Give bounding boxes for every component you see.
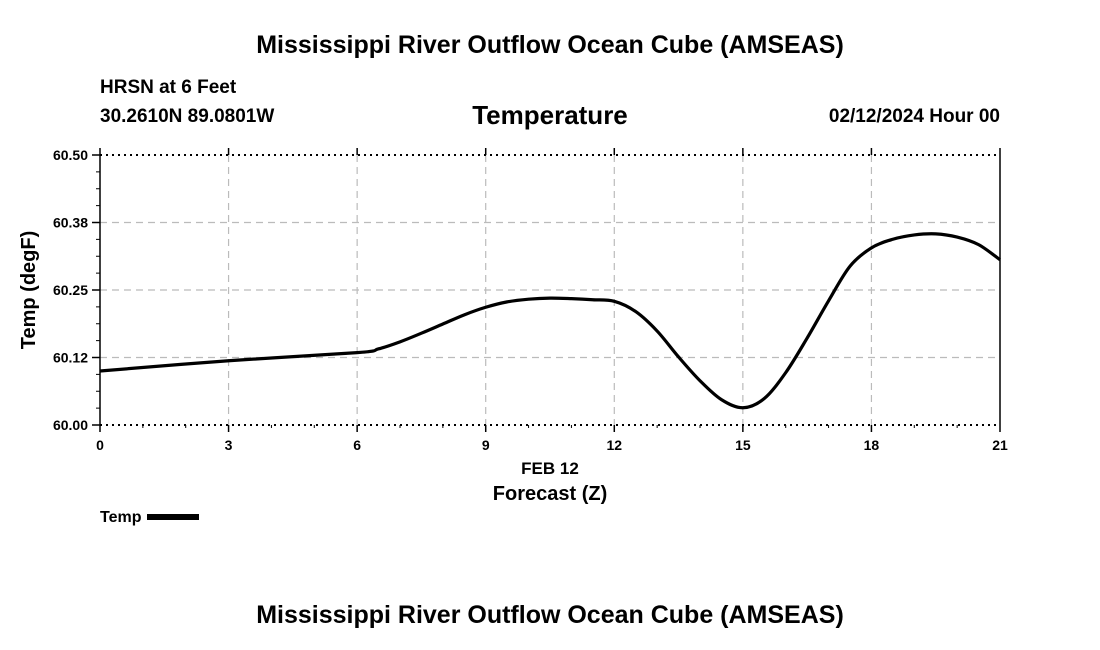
legend: Temp [100,509,200,527]
x-axis-label: Forecast (Z) [493,483,607,505]
station-label: HRSN at 6 Feet [100,77,237,98]
forecast-date-label: 02/12/2024 Hour 00 [828,106,1000,127]
legend-line-swatch [147,513,200,520]
y-tick-label: 60.00 [53,417,88,433]
y-axis-label: Temp (degF) [18,231,40,350]
x-tick-label: 15 [735,437,751,453]
x-tick-label: 21 [992,437,1008,453]
x-tick-label: 0 [96,437,104,453]
y-tick-label: 60.12 [53,350,88,366]
legend-label: Temp [100,509,142,526]
x-tick-label: 18 [864,437,880,453]
x-tick-label: 6 [353,437,361,453]
x-tick-label: 3 [225,437,233,453]
y-tick-label: 60.25 [53,282,88,298]
x-tick-label: 12 [606,437,622,453]
x-tick-label: 9 [482,437,490,453]
chart-title: Temperature [472,100,628,130]
y-tick-label: 60.50 [53,147,88,163]
page-title: Mississippi River Outflow Ocean Cube (AM… [256,31,844,59]
y-tick-label: 60.38 [53,215,88,231]
x-axis-date-label: FEB 12 [521,459,579,478]
series-line-temp [99,232,1001,410]
coordinates-label: 30.2610N 89.0801W [100,106,275,127]
page-footer-title: Mississippi River Outflow Ocean Cube (AM… [256,601,844,629]
